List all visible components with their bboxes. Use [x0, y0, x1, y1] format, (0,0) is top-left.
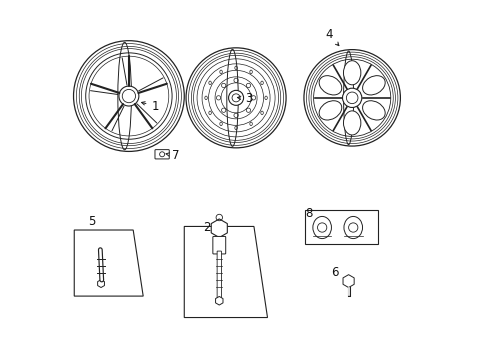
Ellipse shape — [319, 101, 342, 120]
Text: 8: 8 — [305, 207, 313, 220]
Polygon shape — [74, 230, 143, 296]
FancyBboxPatch shape — [155, 150, 169, 159]
Ellipse shape — [343, 61, 361, 85]
Text: 5: 5 — [88, 215, 95, 228]
Text: 1: 1 — [142, 100, 159, 113]
Circle shape — [343, 88, 362, 108]
Ellipse shape — [343, 111, 361, 135]
Ellipse shape — [319, 76, 342, 95]
Text: 6: 6 — [331, 266, 339, 279]
Polygon shape — [184, 226, 268, 318]
FancyBboxPatch shape — [213, 237, 226, 254]
Circle shape — [228, 90, 244, 105]
Text: 3: 3 — [238, 92, 252, 105]
Text: 7: 7 — [166, 149, 180, 162]
Ellipse shape — [363, 76, 385, 95]
Circle shape — [119, 86, 139, 106]
FancyBboxPatch shape — [305, 210, 378, 244]
FancyBboxPatch shape — [217, 251, 221, 298]
Text: 2: 2 — [203, 221, 210, 234]
Ellipse shape — [363, 101, 385, 120]
Text: 4: 4 — [325, 28, 339, 46]
